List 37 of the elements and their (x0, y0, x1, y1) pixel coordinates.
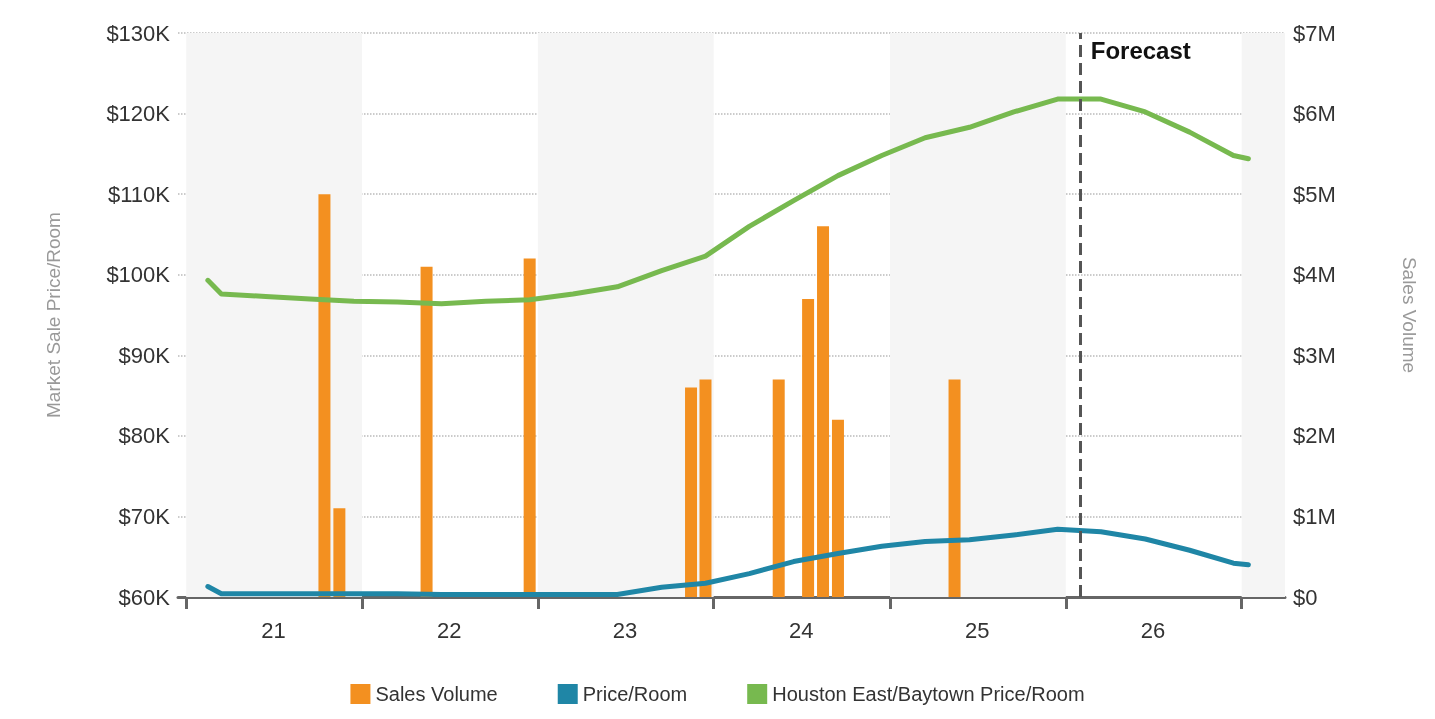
bar (817, 226, 830, 597)
x-tick-label: 21 (261, 617, 286, 643)
bar (333, 508, 346, 597)
legend-label: Price/Room (582, 683, 688, 705)
y2-tick-label: $0 (1293, 584, 1318, 610)
x-tick-label: 25 (964, 617, 990, 643)
bar (802, 298, 815, 597)
bar (772, 379, 785, 597)
x-tick-label: 22 (436, 617, 462, 643)
bar (318, 194, 331, 597)
y-tick-label: $110K (108, 181, 171, 207)
bar (831, 419, 844, 597)
y2-tick-label: $5M (1293, 181, 1336, 207)
y-tick-label: $90K (118, 342, 171, 368)
y2-tick-label: $6M (1293, 101, 1336, 127)
bar (699, 379, 712, 597)
y-axis-title: Market Sale Price/Room (43, 212, 64, 418)
y2-tick-label: $4M (1293, 262, 1336, 288)
y-tick-label: $60K (118, 584, 171, 610)
y-tick-label: $120K (106, 101, 171, 127)
x-tick-label: 24 (789, 617, 814, 643)
bar (685, 387, 698, 597)
x-tick-label: 23 (612, 617, 638, 643)
y-tick-label: $100K (106, 262, 171, 288)
y2-tick-label: $1M (1293, 503, 1336, 529)
legend-label: Sales Volume (375, 683, 498, 705)
bar (948, 379, 961, 597)
x-tick-label: 26 (1140, 617, 1166, 643)
y2-tick-label: $3M (1293, 342, 1336, 368)
y-tick-label: $80K (118, 423, 171, 449)
legend-label: Houston East/Baytown Price/Room (772, 683, 1085, 705)
y2-tick-label: $7M (1293, 20, 1336, 46)
y2-tick-label: $2M (1293, 423, 1336, 449)
y-tick-label: $130K (106, 20, 171, 46)
y-tick-label: $70K (118, 503, 171, 529)
ref-line-label: Forecast (1090, 36, 1191, 64)
y2-axis-title: Sales Volume (1399, 256, 1420, 374)
